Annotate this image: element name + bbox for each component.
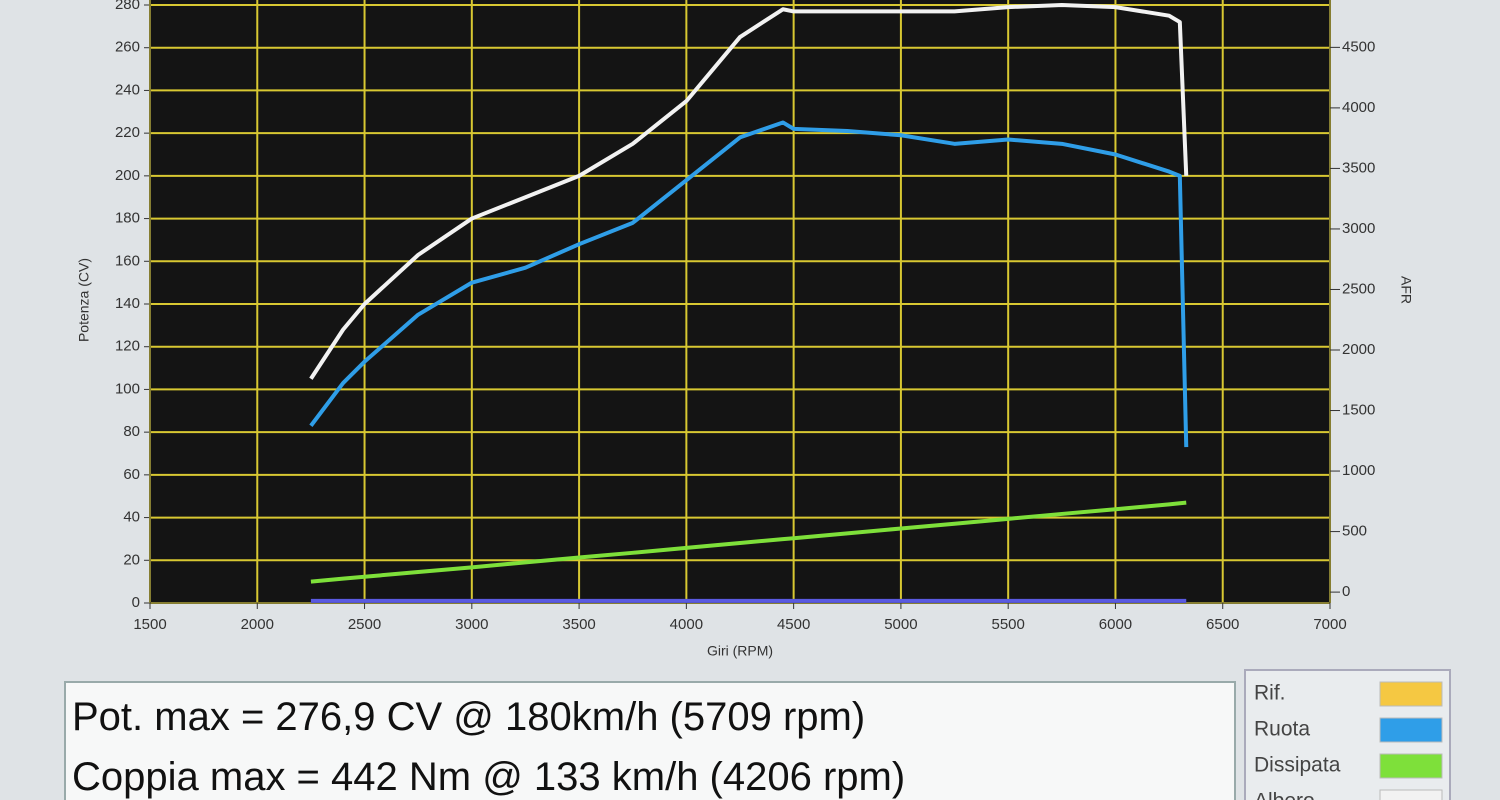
y-tick-label: 180 [115,210,140,227]
y-tick-label: 220 [115,124,140,141]
y2-tick-label: 3500 [1342,159,1375,176]
legend-swatch [1379,753,1443,779]
y2-tick-label: 0 [1342,583,1350,600]
y-tick-label: 240 [115,81,140,98]
y-tick-label: 60 [123,466,140,483]
y-tick-label: 80 [123,423,140,440]
legend-label: Dissipata [1254,754,1341,777]
y-tick-label: 200 [115,167,140,184]
legend-swatch [1379,717,1443,743]
y2-axis-title: AFR [1398,276,1414,304]
y-tick-label: 140 [115,295,140,312]
plot-area [150,0,1330,604]
y2-tick-label: 2000 [1342,341,1375,358]
x-tick-label: 5500 [991,616,1024,633]
x-tick-label: 5000 [884,616,917,633]
y2-tick-label: 500 [1342,523,1367,540]
legend-label: Ruota [1254,718,1310,741]
x-tick-label: 2000 [241,616,274,633]
info-line: Coppia max = 442 Nm @ 133 km/h (4206 rpm… [72,755,905,799]
y-tick-label: 120 [115,338,140,355]
x-tick-label: 2500 [348,616,381,633]
x-tick-label: 6000 [1099,616,1132,633]
y2-tick-label: 1500 [1342,401,1375,418]
info-box [64,681,1236,800]
x-tick-label: 6500 [1206,616,1239,633]
x-tick-label: 7000 [1313,616,1346,633]
y-tick-label: 40 [123,509,140,526]
info-line: Pot. max = 276,9 CV @ 180km/h (5709 rpm) [72,695,865,739]
legend-swatch [1379,681,1443,707]
x-tick-label: 4500 [777,616,810,633]
x-tick-label: 1500 [133,616,166,633]
y-tick-label: 0 [132,594,140,611]
y2-tick-label: 4000 [1342,99,1375,116]
x-tick-label: 4000 [670,616,703,633]
y2-tick-label: 3000 [1342,220,1375,237]
y2-tick-label: 4500 [1342,38,1375,55]
x-tick-label: 3000 [455,616,488,633]
series-line [310,500,1187,584]
y-tick-label: 280 [115,0,140,13]
y-axis-title: Potenza (CV) [76,258,92,342]
y-tick-label: 160 [115,252,140,269]
series-line [309,3,1189,380]
y2-tick-label: 2500 [1342,280,1375,297]
legend-label: Albero [1254,790,1315,800]
legend-swatch [1379,789,1443,800]
y-tick-label: 100 [115,380,140,397]
x-tick-label: 3500 [562,616,595,633]
y-tick-label: 260 [115,39,140,56]
x-axis-title: Giri (RPM) [707,643,773,659]
y-tick-label: 20 [123,551,140,568]
y2-tick-label: 1000 [1342,462,1375,479]
series-line [309,120,1189,448]
legend-label: Rif. [1254,682,1286,705]
